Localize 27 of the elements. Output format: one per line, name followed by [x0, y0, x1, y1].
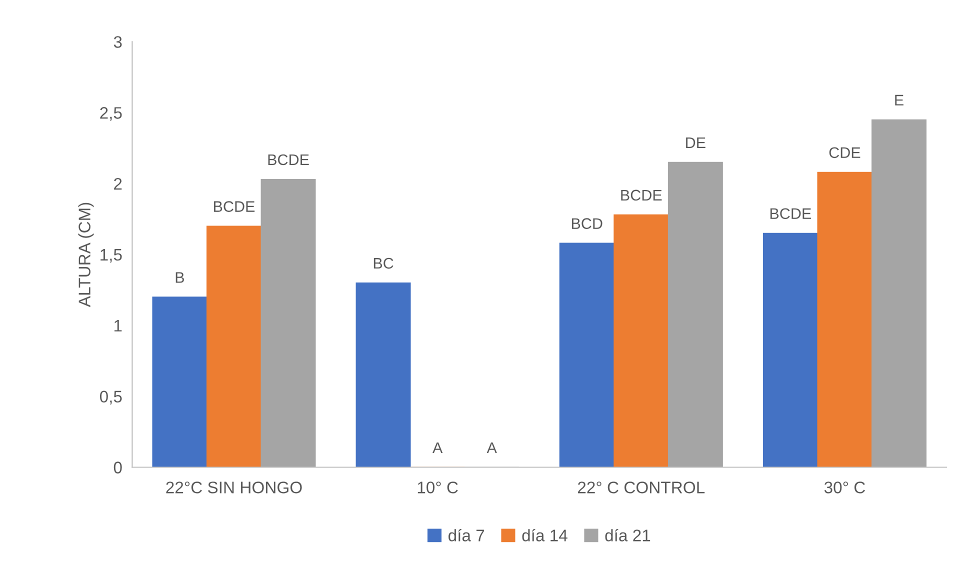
data-label: CDE — [829, 147, 860, 158]
x-tick-label: 30° C — [824, 482, 866, 494]
x-tick-label: 22° C CONTROL — [578, 482, 705, 494]
data-label: BCDE — [268, 154, 309, 166]
data-label: DE — [686, 137, 706, 148]
legend-label: día 7 — [448, 528, 484, 542]
x-tick-label: 22°C SIN HONGO — [166, 482, 302, 494]
y-tick-label: 1 — [114, 320, 122, 332]
data-label: A — [432, 442, 443, 453]
data-label: BCDE — [621, 190, 662, 201]
y-tick-label: 3 — [114, 36, 122, 48]
data-label: E — [895, 94, 904, 106]
y-tick-label: 0,5 — [100, 390, 122, 404]
data-label: BC — [374, 258, 394, 269]
y-tick-label: 0 — [114, 462, 122, 474]
data-label: B — [176, 272, 184, 283]
y-tick-label: 1,5 — [100, 249, 122, 263]
x-tick-label: 10° C — [418, 482, 458, 494]
data-label: A — [486, 442, 497, 453]
legend-label: día 14 — [522, 528, 568, 542]
y-tick-label: 2 — [114, 178, 122, 190]
y-axis-title: ALTURA (CM) — [78, 202, 94, 308]
data-label: BCDE — [770, 208, 811, 220]
y-tick-label: 2,5 — [100, 107, 122, 121]
data-label: BCDE — [214, 201, 255, 212]
legend-label: día 21 — [605, 528, 650, 542]
data-label: BCD — [572, 218, 602, 229]
